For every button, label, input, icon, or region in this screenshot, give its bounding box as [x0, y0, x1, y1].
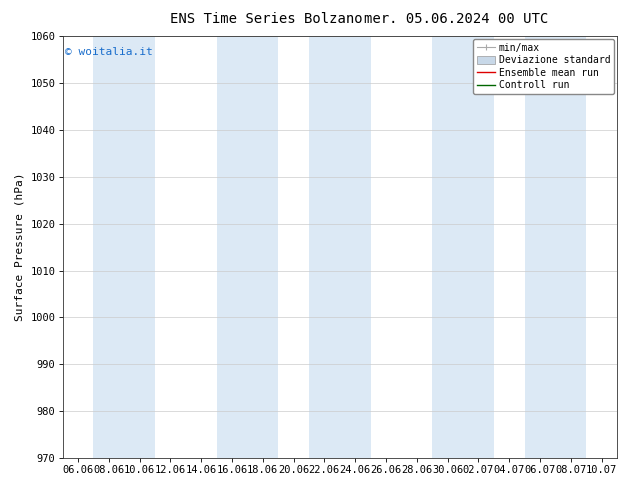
Bar — [93, 36, 155, 458]
Bar — [432, 36, 494, 458]
Bar — [309, 36, 370, 458]
Text: mer. 05.06.2024 00 UTC: mer. 05.06.2024 00 UTC — [365, 12, 548, 26]
Text: ENS Time Series Bolzano: ENS Time Series Bolzano — [170, 12, 363, 26]
Y-axis label: Surface Pressure (hPa): Surface Pressure (hPa) — [15, 173, 25, 321]
Legend: min/max, Deviazione standard, Ensemble mean run, Controll run: min/max, Deviazione standard, Ensemble m… — [474, 39, 614, 94]
Text: © woitalia.it: © woitalia.it — [65, 47, 153, 57]
Bar — [524, 36, 586, 458]
Bar — [217, 36, 278, 458]
